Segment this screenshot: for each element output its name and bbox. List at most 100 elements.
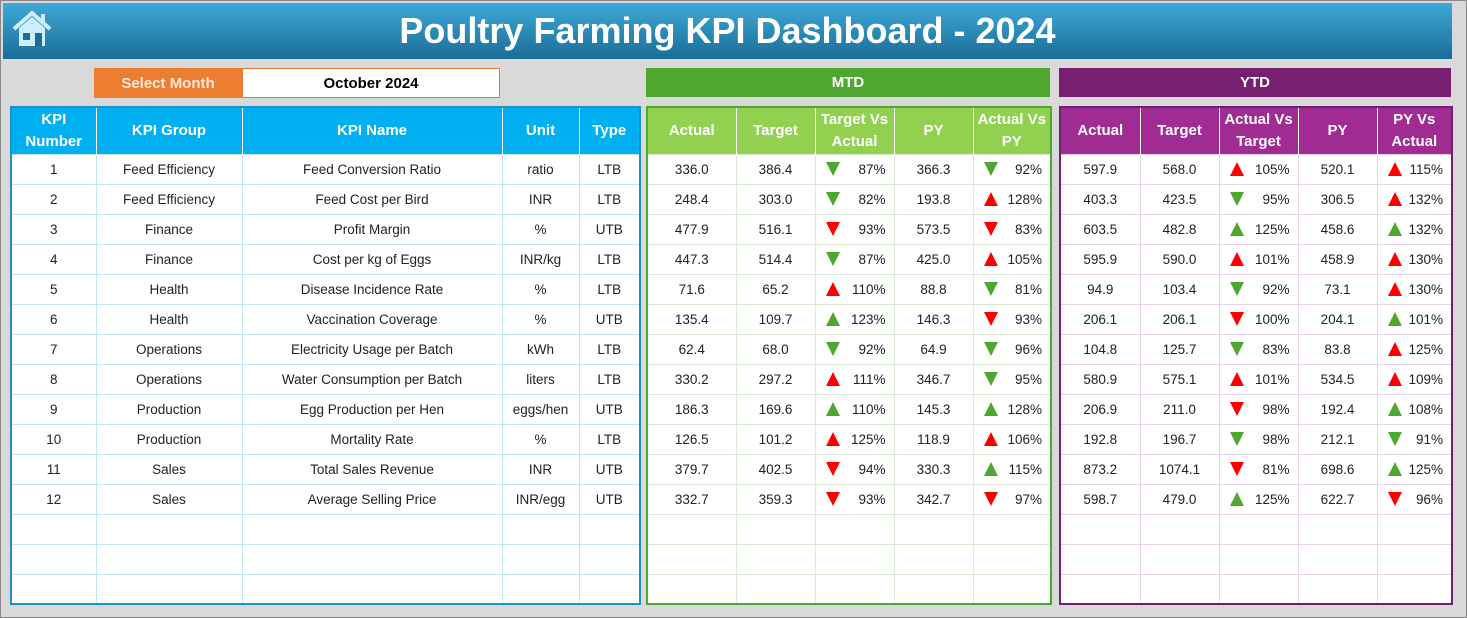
- indicator-cell: 83%: [1218, 333, 1299, 365]
- cell-n: 1: [10, 153, 97, 185]
- month-selector[interactable]: October 2024: [242, 68, 500, 98]
- value-cell: 402.5: [735, 453, 816, 485]
- indicator: 97%: [974, 492, 1051, 507]
- value-cell: 109.7: [735, 303, 816, 335]
- percent-value: 109%: [1408, 371, 1443, 387]
- value-cell: [646, 573, 737, 605]
- indicator: 132%: [1378, 192, 1452, 207]
- cell-group: Health: [95, 273, 243, 305]
- value-cell: 330.3: [893, 453, 974, 485]
- value-cell: 603.5: [1059, 213, 1141, 245]
- arrow-up-icon: [983, 252, 998, 266]
- arrow-up-icon: [1229, 222, 1244, 236]
- indicator: 91%: [1378, 432, 1452, 447]
- indicator: 110%: [816, 282, 894, 297]
- indicator-cell: 125%: [1376, 333, 1453, 365]
- indicator-cell: 93%: [814, 213, 895, 245]
- cell-type: LTB: [578, 273, 641, 305]
- arrow-down-icon: [1229, 192, 1244, 206]
- table-row: 3 Finance Profit Margin% UTB: [10, 213, 641, 245]
- value-cell: 212.1: [1297, 423, 1378, 455]
- cell-type: UTB: [578, 393, 641, 425]
- cell-n: 6: [10, 303, 97, 335]
- column-header: Type: [579, 107, 641, 154]
- cell-unit: INR/kg: [501, 243, 580, 275]
- value-cell: 425.0: [893, 243, 974, 275]
- indicator: 94%: [816, 462, 894, 477]
- value-cell: 94.9: [1059, 273, 1141, 305]
- table-row: 8 Operations Water Consumption per Batch li…: [10, 363, 641, 395]
- value-cell: [972, 573, 1052, 605]
- cell-unit: INR: [501, 183, 580, 215]
- indicator-cell: 96%: [1376, 483, 1453, 515]
- home-icon[interactable]: [11, 9, 53, 49]
- percent-value: 115%: [1409, 161, 1443, 177]
- cell-name: Egg Production per Hen: [241, 393, 503, 425]
- value-cell: 73.1: [1297, 273, 1378, 305]
- cell-group: Sales: [95, 453, 243, 485]
- value-cell: 534.5: [1297, 363, 1378, 395]
- value-cell: 573.5: [893, 213, 974, 245]
- arrow-up-icon: [1387, 222, 1402, 236]
- value-cell: 193.8: [893, 183, 974, 215]
- indicator: 101%: [1220, 252, 1298, 267]
- value-cell: 458.6: [1297, 213, 1378, 245]
- value-cell: [1376, 573, 1453, 605]
- table-row: 336.0 386.4 87% 366.3 92%: [646, 153, 1052, 185]
- arrow-up-icon: [1229, 492, 1244, 506]
- indicator: 98%: [1220, 402, 1298, 417]
- value-cell: 186.3: [646, 393, 737, 425]
- cell-unit: kWh: [501, 333, 580, 365]
- percent-value: 125%: [850, 431, 886, 447]
- percent-value: 101%: [1254, 251, 1290, 267]
- column-header: Actual: [647, 107, 737, 154]
- cell-name: [241, 513, 503, 545]
- indicator-cell: 109%: [1376, 363, 1453, 395]
- percent-value: 91%: [1415, 431, 1443, 447]
- table-row: 135.4 109.7 123% 146.3 93%: [646, 303, 1052, 335]
- cell-n: [10, 573, 97, 605]
- arrow-down-icon: [1229, 312, 1244, 326]
- percent-value: 110%: [851, 281, 886, 297]
- percent-value: 92%: [1014, 161, 1042, 177]
- value-cell: 1074.1: [1139, 453, 1220, 485]
- table-row: 330.2 297.2 111% 346.7 95%: [646, 363, 1052, 395]
- indicator-cell: 125%: [1218, 213, 1299, 245]
- table-row: 597.9 568.0 105% 520.1 115%: [1059, 153, 1453, 185]
- indicator: 92%: [816, 342, 894, 357]
- value-cell: [1059, 543, 1141, 575]
- value-cell: [814, 513, 895, 545]
- arrow-down-icon: [983, 222, 998, 236]
- value-cell: [1059, 513, 1141, 545]
- percent-value: 98%: [1262, 431, 1290, 447]
- column-header: KPI Group: [96, 107, 243, 154]
- value-cell: 514.4: [735, 243, 816, 275]
- arrow-down-icon: [825, 222, 840, 236]
- arrow-down-icon: [1229, 402, 1244, 416]
- cell-name: Feed Cost per Bird: [241, 183, 503, 215]
- indicator-cell: 132%: [1376, 213, 1453, 245]
- value-cell: 597.9: [1059, 153, 1141, 185]
- indicator: 125%: [816, 432, 894, 447]
- table-row: 10 Production Mortality Rate% LTB: [10, 423, 641, 455]
- title-bar: Poultry Farming KPI Dashboard - 2024: [3, 3, 1452, 59]
- arrow-down-icon: [983, 492, 998, 506]
- table-row: [10, 513, 641, 545]
- percent-value: 125%: [1254, 491, 1290, 507]
- percent-value: 87%: [858, 161, 886, 177]
- indicator: 81%: [974, 282, 1051, 297]
- cell-unit: %: [501, 423, 580, 455]
- indicator: 110%: [816, 402, 894, 417]
- value-cell: [1218, 513, 1299, 545]
- arrow-up-icon: [825, 282, 840, 296]
- value-cell: 342.7: [893, 483, 974, 515]
- cell-n: 7: [10, 333, 97, 365]
- indicator-cell: 83%: [972, 213, 1052, 245]
- cell-type: UTB: [578, 483, 641, 515]
- indicator-cell: 125%: [814, 423, 895, 455]
- arrow-down-icon: [1229, 432, 1244, 446]
- table-row: 12 Sales Average Selling Price INR/egg UTB: [10, 483, 641, 515]
- value-cell: [646, 543, 737, 575]
- column-header: PY: [1298, 107, 1378, 154]
- indicator: 93%: [816, 492, 894, 507]
